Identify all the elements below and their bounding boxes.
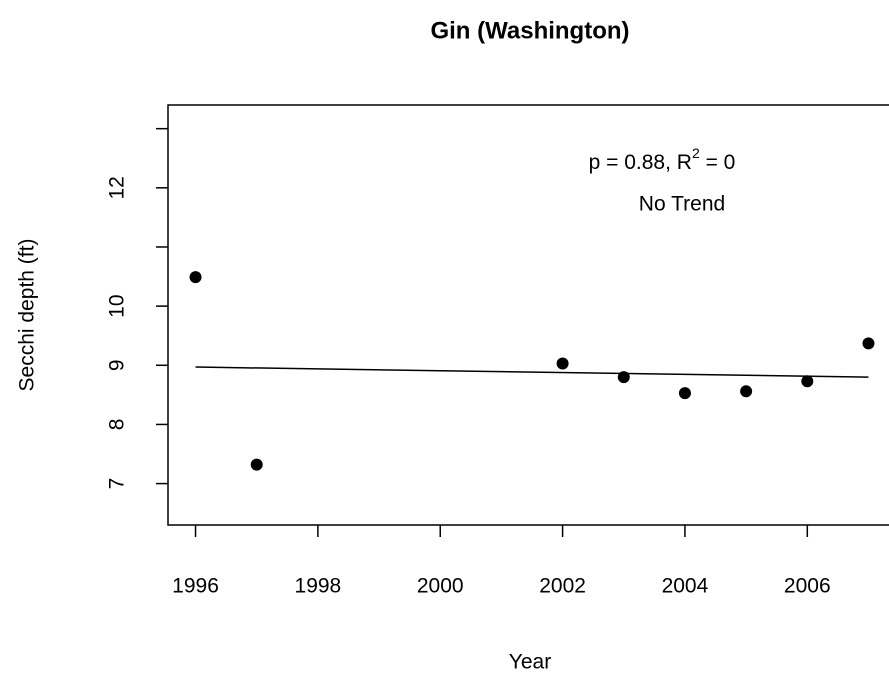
- chart-title: Gin (Washington): [430, 17, 629, 44]
- y-tick-label: 12: [106, 176, 129, 199]
- point: [617, 371, 630, 384]
- annotation-trend: No Trend: [639, 193, 725, 216]
- x-tick-label: 2002: [539, 575, 586, 598]
- point: [678, 387, 691, 400]
- x-tick-label: 1996: [172, 575, 219, 598]
- annotation-part: p = 0.88, R: [589, 151, 692, 174]
- point: [556, 357, 569, 370]
- y-tick-label: 8: [106, 419, 129, 431]
- point: [862, 337, 875, 350]
- point: [250, 458, 263, 471]
- x-tick-label: 2000: [417, 575, 464, 598]
- y-tick-label: 9: [106, 359, 129, 371]
- y-tick-label: 10: [106, 294, 129, 317]
- annotation-part: 2: [692, 145, 700, 161]
- trend-line: [195, 366, 869, 378]
- plot-frame: [167, 104, 889, 526]
- x-axis-label: Year: [509, 651, 551, 674]
- point: [740, 385, 753, 398]
- point: [189, 271, 202, 284]
- x-tick-label: 2004: [662, 575, 709, 598]
- y-tick-label: 7: [106, 478, 129, 490]
- annotation: p = 0.88, R2 = 0: [589, 145, 736, 174]
- x-tick-label: 2006: [784, 575, 831, 598]
- y-axis-label: Secchi depth (ft): [16, 239, 39, 392]
- annotation-part: = 0: [700, 151, 736, 174]
- x-tick-label: 1998: [295, 575, 342, 598]
- point: [801, 375, 814, 388]
